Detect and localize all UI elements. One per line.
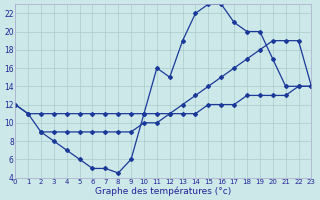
X-axis label: Graphe des températures (°c): Graphe des températures (°c) [95, 186, 231, 196]
